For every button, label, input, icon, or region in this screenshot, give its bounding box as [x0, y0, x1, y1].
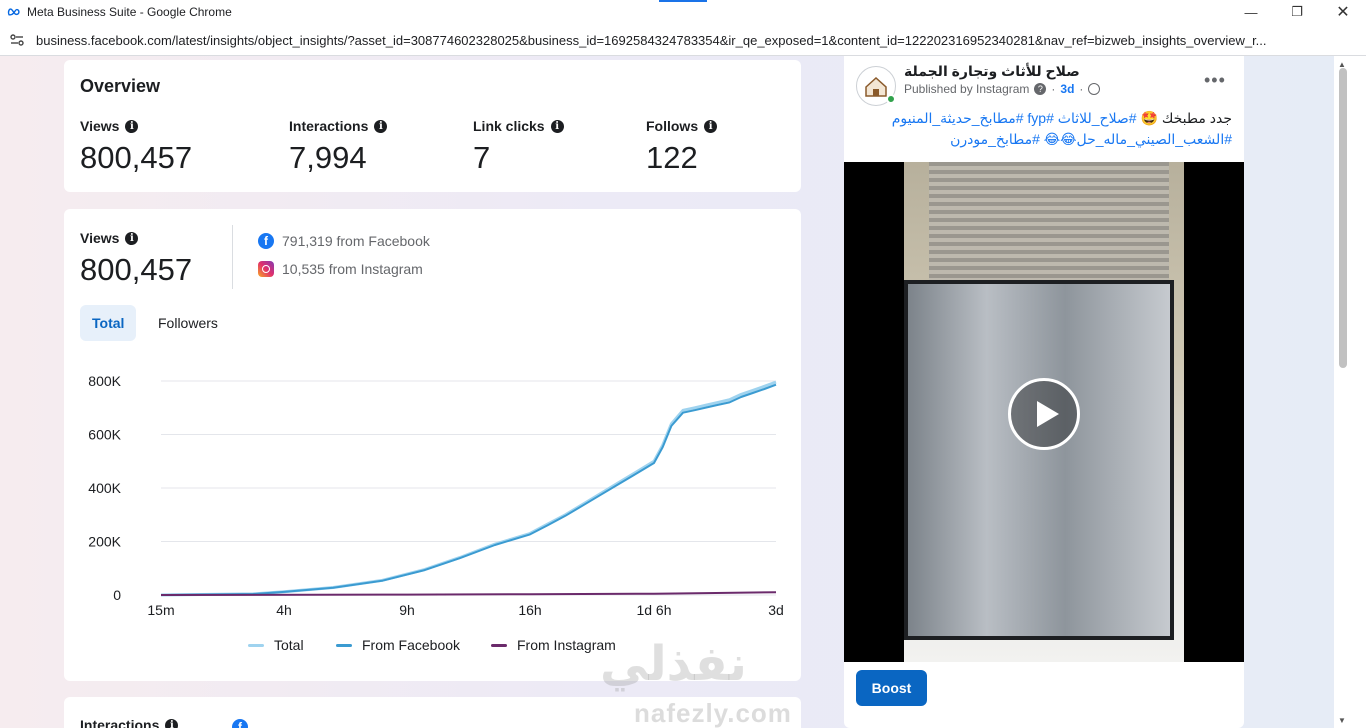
overview-card: Overview Views i 800,457 Interactions i 7,… — [64, 60, 801, 192]
x-tick-label: 4h — [276, 602, 292, 618]
interactions-label: Interactions i — [80, 717, 179, 728]
help-icon[interactable]: ? — [1034, 83, 1047, 95]
metric-link-clicks-label: Link clicks i — [473, 118, 564, 134]
views-card: Views i 800,457 f 791,319 from Facebook 10… — [64, 209, 801, 681]
post-author[interactable]: صلاح للأثاث وتجارة الجملة — [904, 63, 1080, 79]
boost-button[interactable]: Boost — [856, 670, 927, 706]
x-tick-label: 9h — [399, 602, 415, 618]
overview-title: Overview — [80, 76, 161, 96]
views-label: Views i — [80, 230, 139, 246]
globe-icon — [1088, 83, 1101, 95]
cabinet-image — [904, 280, 1174, 640]
views-line-chart: 0 200K 400K 600K 800K 15m 4h 9h 16h 1d 6h 3d — [88, 373, 784, 618]
x-tick-label: 3d — [768, 602, 784, 618]
tab-total[interactable]: Total — [80, 305, 137, 341]
post-video[interactable] — [844, 162, 1244, 662]
instagram-source: 10,535 from Instagram — [258, 261, 423, 277]
avatar[interactable] — [856, 66, 896, 106]
facebook-source: f — [232, 719, 248, 728]
info-icon[interactable]: i — [550, 119, 564, 133]
scroll-down-icon[interactable]: ▼ — [1338, 716, 1346, 725]
y-tick-label: 0 — [113, 587, 121, 603]
legend-from-instagram: From Instagram — [491, 637, 616, 653]
facebook-icon: f — [258, 233, 274, 249]
series-line-from-instagram — [160, 591, 777, 596]
divider — [232, 225, 233, 289]
metric-interactions-value: 7,994 — [289, 140, 367, 175]
metric-views-value: 800,457 — [80, 140, 193, 175]
legend-total: Total — [248, 637, 304, 653]
scrollbar-thumb[interactable] — [1339, 68, 1347, 368]
browser-title-bar: Meta Business Suite - Google Chrome — ❐ … — [0, 0, 1366, 24]
facebook-icon: f — [232, 719, 248, 728]
more-options-icon[interactable]: ••• — [1204, 70, 1226, 90]
tab-indicator — [659, 0, 707, 2]
x-tick-label: 15m — [147, 602, 174, 618]
address-bar[interactable]: business.facebook.com/latest/insights/ob… — [0, 24, 1366, 56]
play-icon[interactable] — [1008, 378, 1080, 450]
close-icon[interactable]: ✕ — [1336, 4, 1350, 21]
y-tick-label: 800K — [88, 373, 121, 389]
info-icon[interactable]: i — [125, 231, 139, 245]
series-line-total — [160, 380, 777, 597]
post-preview: صلاح للأثاث وتجارة الجملة Published by I… — [844, 56, 1244, 728]
instagram-icon — [258, 261, 274, 277]
metric-follows-label: Follows i — [646, 118, 718, 134]
x-tick-label: 16h — [518, 602, 541, 618]
legend-from-facebook: From Facebook — [336, 637, 460, 653]
meta-logo-icon — [7, 8, 20, 16]
metric-follows-value: 122 — [646, 140, 698, 175]
info-icon[interactable]: i — [125, 119, 139, 133]
facebook-source: f 791,319 from Facebook — [258, 233, 430, 249]
views-value: 800,457 — [80, 252, 193, 287]
x-tick-label: 1d 6h — [636, 602, 671, 618]
metric-link-clicks-value: 7 — [473, 140, 491, 175]
house-logo-icon — [865, 76, 887, 97]
interactions-card: Interactions i f — [64, 697, 801, 728]
info-icon[interactable]: i — [165, 718, 179, 728]
info-icon[interactable]: i — [374, 119, 388, 133]
post-caption: جدد مطبخك 🤩 #صلاح_للاثاث #fyp #مطابخ_حدي… — [891, 110, 1232, 147]
info-icon[interactable]: i — [704, 119, 718, 133]
tab-followers[interactable]: Followers — [158, 315, 218, 331]
online-status-dot — [886, 94, 896, 104]
window-title: Meta Business Suite - Google Chrome — [27, 5, 232, 19]
post-meta: Published by Instagram ? · 3d · — [904, 82, 1101, 96]
watermark-arabic: نفذلي — [600, 638, 747, 691]
minimize-icon[interactable]: — — [1244, 4, 1258, 20]
post-age[interactable]: 3d — [1060, 82, 1075, 96]
y-tick-label: 600K — [88, 427, 121, 443]
metric-views-label: Views i — [80, 118, 139, 134]
page-scrollbar[interactable]: ▲ ▼ — [1334, 56, 1366, 728]
restore-icon[interactable]: ❐ — [1291, 4, 1303, 19]
series-line-from-facebook — [160, 383, 777, 596]
url-text[interactable]: business.facebook.com/latest/insights/ob… — [36, 33, 1267, 48]
metric-interactions-label: Interactions i — [289, 118, 388, 134]
y-tick-label: 400K — [88, 480, 121, 496]
scroll-up-icon[interactable]: ▲ — [1338, 60, 1346, 69]
y-tick-label: 200K — [88, 534, 121, 550]
watermark-latin: nafezly.com — [634, 698, 792, 728]
site-settings-icon[interactable] — [9, 32, 25, 48]
